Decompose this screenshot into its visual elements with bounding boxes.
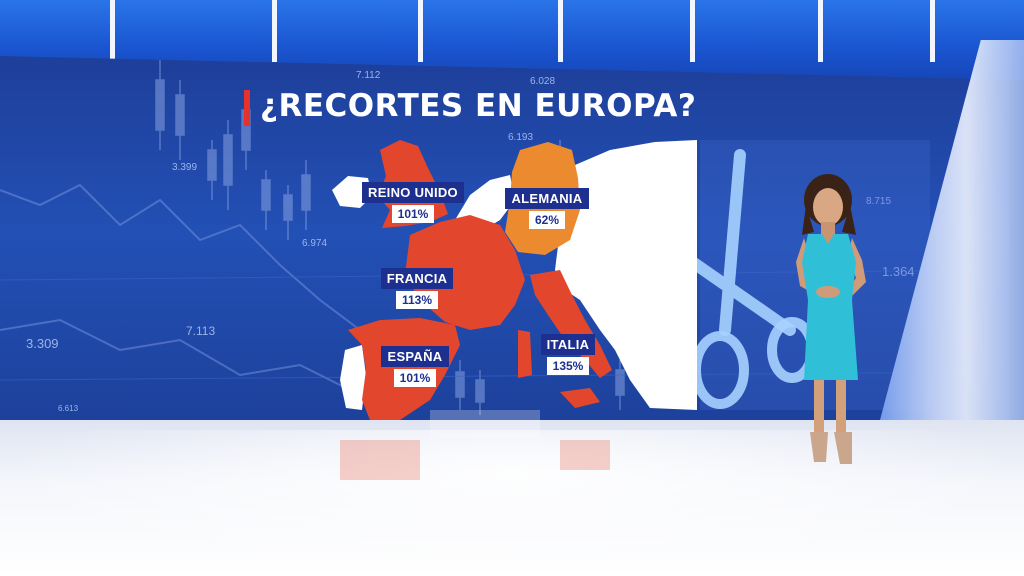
country-label-alemania: ALEMANIA 62% — [500, 188, 594, 229]
country-name: ALEMANIA — [505, 188, 589, 209]
country-label-francia: FRANCIA 113% — [372, 268, 462, 309]
ceiling-light — [818, 0, 823, 62]
map-region-portugal — [340, 345, 366, 410]
stock-number: 8.715 — [866, 196, 892, 207]
stock-number: 7.112 — [356, 70, 381, 81]
country-label-italia: ITALIA 135% — [530, 334, 606, 375]
country-value: 62% — [528, 211, 566, 229]
stock-number: 3.399 — [172, 162, 198, 173]
stock-number: 7.113 — [186, 324, 216, 338]
country-name: REINO UNIDO — [362, 182, 464, 203]
ceiling-light — [418, 0, 423, 62]
country-label-espana: ESPAÑA 101% — [370, 346, 460, 387]
stock-number: 6.974 — [302, 238, 328, 249]
page-title: ¿RECORTES EN EUROPA? — [260, 88, 697, 124]
stock-number: 6.193 — [508, 132, 534, 143]
ceiling-light — [110, 0, 115, 62]
country-label-reino-unido: REINO UNIDO 101% — [358, 182, 468, 223]
ceiling-light — [690, 0, 695, 62]
ceiling-light — [272, 0, 277, 62]
country-value: 101% — [393, 369, 437, 387]
ceiling-light — [930, 0, 935, 62]
title-accent-bar — [244, 90, 250, 126]
ceiling-light — [558, 0, 563, 62]
country-value: 113% — [395, 291, 439, 309]
country-value: 101% — [391, 205, 435, 223]
floor-reflection — [0, 430, 1024, 576]
map-region-rest-of-europe — [455, 140, 697, 410]
stock-number: 1.364 — [882, 264, 915, 279]
stock-number: 6.028 — [530, 76, 556, 87]
country-value: 135% — [546, 357, 590, 375]
country-name: FRANCIA — [380, 268, 454, 289]
country-name: ITALIA — [540, 334, 596, 355]
stock-number: 6.613 — [58, 404, 79, 413]
country-name: ESPAÑA — [381, 346, 449, 367]
stock-number: 3.309 — [26, 336, 59, 351]
